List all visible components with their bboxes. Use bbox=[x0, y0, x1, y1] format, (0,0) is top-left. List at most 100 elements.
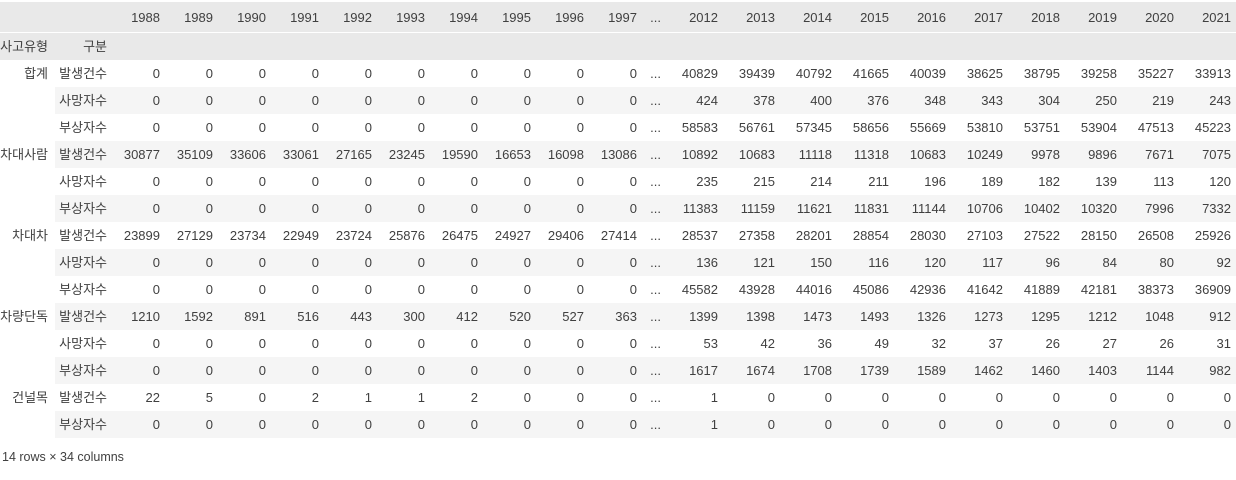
data-cell: 0 bbox=[485, 60, 538, 87]
data-cell: 0 bbox=[725, 411, 782, 438]
blank-header-cell bbox=[485, 32, 538, 60]
row-category-label: 발생건수 bbox=[55, 303, 114, 330]
data-cell: 139 bbox=[1067, 168, 1124, 195]
data-cell: 11159 bbox=[725, 195, 782, 222]
data-cell: 0 bbox=[591, 168, 644, 195]
data-cell: 5 bbox=[167, 384, 220, 411]
data-cell: 40792 bbox=[782, 60, 839, 87]
data-cell: 0 bbox=[273, 114, 326, 141]
data-cell: 0 bbox=[896, 411, 953, 438]
data-cell: 300 bbox=[379, 303, 432, 330]
data-cell: 25926 bbox=[1181, 222, 1236, 249]
data-cell: 0 bbox=[167, 357, 220, 384]
data-cell: 45582 bbox=[668, 276, 725, 303]
data-cell: 58656 bbox=[839, 114, 896, 141]
data-cell: 38625 bbox=[953, 60, 1010, 87]
data-cell: 7332 bbox=[1181, 195, 1236, 222]
data-cell: 0 bbox=[591, 384, 644, 411]
data-cell: 56761 bbox=[725, 114, 782, 141]
row-group-label bbox=[0, 357, 55, 384]
data-cell: 1048 bbox=[1124, 303, 1181, 330]
data-cell: 120 bbox=[1181, 168, 1236, 195]
year-column-header: 2019 bbox=[1067, 2, 1124, 33]
table-body: 합계 발생건수 0 0 0 0 0 0 0 0 0 0... 40829 39439 40792 41665 4… bbox=[0, 60, 1236, 438]
data-cell: 10402 bbox=[1010, 195, 1067, 222]
year-column-header: 2021 bbox=[1181, 2, 1236, 33]
data-cell: 0 bbox=[432, 195, 485, 222]
ellipsis-cell: ... bbox=[644, 141, 668, 168]
data-cell: 0 bbox=[220, 195, 273, 222]
data-cell: 0 bbox=[167, 411, 220, 438]
data-cell: 0 bbox=[326, 357, 379, 384]
table-row: 부상자수 0 0 0 0 0 0 0 0 0 0... 45582 43928 44016 45086 429… bbox=[0, 276, 1236, 303]
data-cell: 0 bbox=[485, 249, 538, 276]
data-cell: 0 bbox=[379, 195, 432, 222]
row-category-label: 부상자수 bbox=[55, 411, 114, 438]
data-cell: 527 bbox=[538, 303, 591, 330]
data-cell: 27129 bbox=[167, 222, 220, 249]
data-cell: 26 bbox=[1124, 330, 1181, 357]
data-cell: 80 bbox=[1124, 249, 1181, 276]
row-category-label: 발생건수 bbox=[55, 60, 114, 87]
data-cell: 0 bbox=[432, 276, 485, 303]
row-category-label: 부상자수 bbox=[55, 276, 114, 303]
data-cell: 0 bbox=[114, 411, 167, 438]
data-cell: 0 bbox=[326, 87, 379, 114]
data-cell: 43928 bbox=[725, 276, 782, 303]
year-column-header: 1994 bbox=[432, 2, 485, 33]
data-cell: 0 bbox=[114, 357, 167, 384]
data-cell: 22949 bbox=[273, 222, 326, 249]
data-cell: 0 bbox=[1124, 384, 1181, 411]
data-cell: 10683 bbox=[725, 141, 782, 168]
data-cell: 520 bbox=[485, 303, 538, 330]
data-cell: 1473 bbox=[782, 303, 839, 330]
year-column-header: 1995 bbox=[485, 2, 538, 33]
row-group-label bbox=[0, 276, 55, 303]
data-cell: 36909 bbox=[1181, 276, 1236, 303]
data-cell: 0 bbox=[114, 249, 167, 276]
data-cell: 0 bbox=[782, 384, 839, 411]
data-cell: 11144 bbox=[896, 195, 953, 222]
data-cell: 0 bbox=[896, 384, 953, 411]
blank-header-cell bbox=[114, 32, 167, 60]
data-cell: 0 bbox=[114, 60, 167, 87]
data-cell: 0 bbox=[379, 249, 432, 276]
data-cell: 11318 bbox=[839, 141, 896, 168]
data-cell: 42181 bbox=[1067, 276, 1124, 303]
row-category-label: 발생건수 bbox=[55, 384, 114, 411]
data-cell: 0 bbox=[273, 330, 326, 357]
blank-header-cell bbox=[1067, 32, 1124, 60]
data-cell: 0 bbox=[591, 87, 644, 114]
data-cell: 516 bbox=[273, 303, 326, 330]
data-cell: 36 bbox=[782, 330, 839, 357]
data-cell: 189 bbox=[953, 168, 1010, 195]
table-row: 사망자수 0 0 0 0 0 0 0 0 0 0... 424 378 400 376 348 343 304 25… bbox=[0, 87, 1236, 114]
data-cell: 30877 bbox=[114, 141, 167, 168]
data-cell: 215 bbox=[725, 168, 782, 195]
data-cell: 27165 bbox=[326, 141, 379, 168]
data-cell: 0 bbox=[326, 60, 379, 87]
row-group-label bbox=[0, 195, 55, 222]
data-cell: 26475 bbox=[432, 222, 485, 249]
data-cell: 1708 bbox=[782, 357, 839, 384]
data-cell: 42936 bbox=[896, 276, 953, 303]
table-row: 차대차 발생건수 23899 27129 23734 22949 23724 25876 264… bbox=[0, 222, 1236, 249]
data-cell: 1 bbox=[668, 384, 725, 411]
data-cell: 0 bbox=[538, 411, 591, 438]
data-cell: 0 bbox=[1181, 384, 1236, 411]
data-cell: 116 bbox=[839, 249, 896, 276]
data-cell: 0 bbox=[379, 87, 432, 114]
data-cell: 0 bbox=[379, 114, 432, 141]
data-cell: 0 bbox=[538, 168, 591, 195]
data-cell: 182 bbox=[1010, 168, 1067, 195]
data-cell: 25876 bbox=[379, 222, 432, 249]
blank-header-cell bbox=[167, 32, 220, 60]
row-group-label: 차대차 bbox=[0, 222, 55, 249]
data-cell: 11621 bbox=[782, 195, 839, 222]
dataframe-table: 1988 1989 1990 1991 1992 1993 1994 1995 1996 1997… bbox=[0, 2, 1236, 438]
data-cell: 982 bbox=[1181, 357, 1236, 384]
data-cell: 0 bbox=[379, 168, 432, 195]
ellipsis-cell: ... bbox=[644, 222, 668, 249]
data-cell: 11831 bbox=[839, 195, 896, 222]
